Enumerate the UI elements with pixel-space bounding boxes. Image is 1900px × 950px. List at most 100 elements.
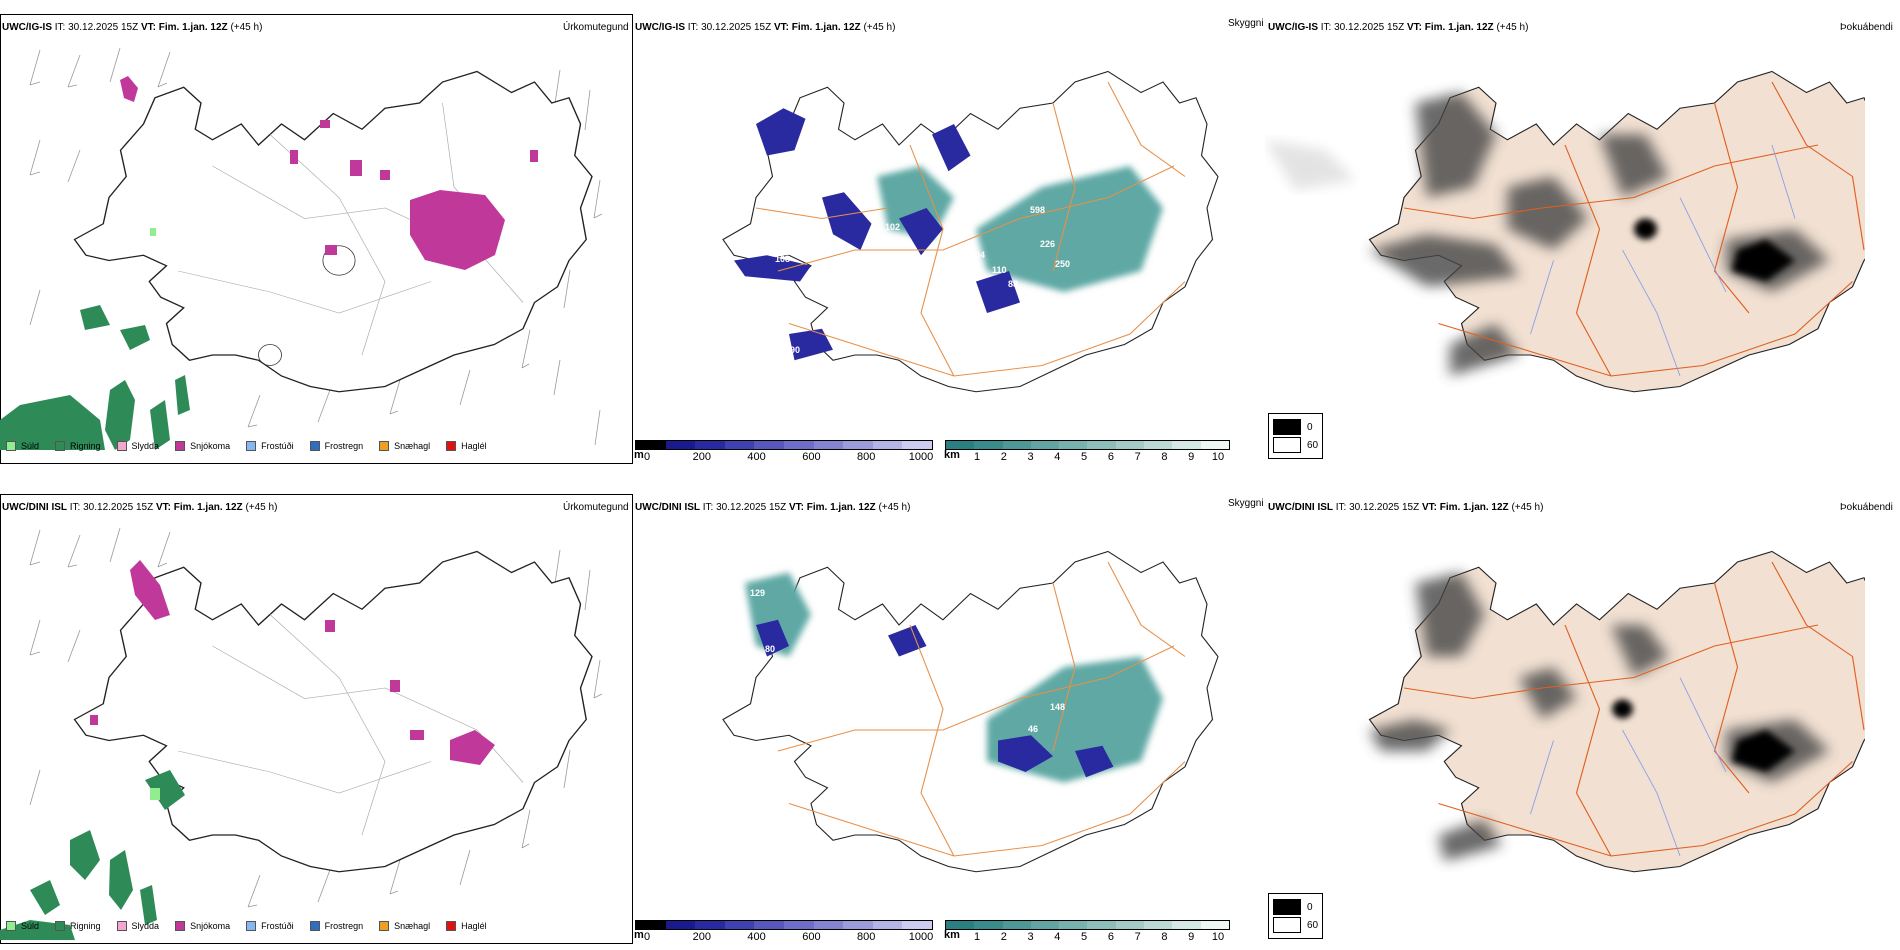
visibility-value-label: 12 (800, 642, 810, 652)
model-header: UWC/IG-IS IT: 30.12.2025 15Z VT: Fim. 1.… (1268, 22, 1528, 33)
visibility-value-label: 57 (760, 237, 770, 247)
fog-legend-item: 60 (1273, 437, 1318, 453)
precip-map (0, 527, 603, 940)
visibility-map: 129 80 12 111 94 148 151 87 46 (722, 550, 1219, 875)
colorbar-tick-label: 1 (973, 931, 981, 943)
visibility-title: Skyggni (1228, 18, 1264, 29)
wind-barbs (29, 527, 603, 908)
lead-time: (+45 h) (1511, 502, 1544, 513)
colorbar-unit: m (634, 449, 644, 461)
vt-label: VT: (140, 22, 156, 33)
colorbar-ticks: 1 2 3 4 5 6 7 8 9 10 (945, 450, 1230, 464)
colorbar-ticks: 0 200 400 600 800 1000 (635, 450, 933, 464)
legend-label: Snjókoma (190, 921, 231, 931)
colorbar-tick-label: 400 (747, 451, 766, 463)
it-label: IT: (687, 22, 699, 33)
legend-swatch (309, 441, 320, 451)
colorbar-swatch (1115, 921, 1145, 929)
model-header: UWC/DINI ISL IT: 30.12.2025 15Z VT: Fim.… (2, 502, 277, 513)
colorbar-swatch (754, 441, 784, 449)
legend-item: Haglél (446, 921, 487, 931)
visibility-value-label: 102 (885, 222, 900, 232)
it-label: IT: (1320, 22, 1332, 33)
it-label: IT: (69, 502, 81, 513)
colorbar-swatch (974, 921, 1003, 929)
colorbar-tick-label: 600 (802, 451, 821, 463)
colorbar-tick-label: 2 (1000, 451, 1007, 463)
colorbar-swatch (843, 441, 873, 449)
colorbar-swatch (695, 921, 725, 929)
legend-label: Slydda (131, 921, 160, 931)
colorbar-strip (635, 440, 933, 450)
legend-label: Súld (21, 921, 40, 931)
colorbar-strip (945, 920, 1230, 930)
legend-item: Haglél (446, 441, 487, 451)
colorbar-tick-label: 6 (1107, 451, 1114, 463)
fog-map (1265, 70, 1865, 393)
visibility-value-label: 250 (1055, 259, 1070, 269)
legend-swatch (116, 441, 127, 451)
colorbar-tick-label: 8 (1161, 451, 1168, 463)
visibility-value-label: 598 (1030, 205, 1045, 215)
colorbar-tick-label: 200 (692, 931, 711, 943)
visibility-value-label: 90 (790, 345, 800, 355)
colorbar-swatch (1059, 921, 1088, 929)
vt-label: VT: (773, 22, 789, 33)
vt-value: Fim. 1.jan. 12Z (1439, 502, 1509, 513)
visibility-km-colorbar: km 1 2 3 4 5 6 7 8 9 10 (944, 440, 1230, 464)
it-label: IT: (54, 22, 66, 33)
legend-swatch (246, 921, 257, 931)
colorbar-strip (635, 920, 933, 930)
colorbar-tick-label: 5 (1081, 931, 1088, 943)
colorbar-tick-label: 200 (692, 451, 711, 463)
fog-legend-item: 60 (1273, 917, 1318, 933)
fog-title: Þokuábendi (1840, 502, 1893, 513)
vt-label: VT: (1406, 22, 1422, 33)
model-name: UWC/IG-IS (635, 22, 685, 33)
colorbar-ticks: 1 2 3 4 5 6 7 8 9 10 (945, 930, 1230, 944)
visibility-value-label: 87 (777, 864, 787, 874)
visibility-value-label: 94 (1070, 804, 1080, 814)
visibility-value-label: 101 (805, 230, 820, 240)
visibility-value-label: 110 (992, 265, 1007, 275)
legend-item: Snjókoma (175, 441, 230, 451)
legend-item: Frostregn (309, 441, 363, 451)
it-value: 30.12.2025 15Z (1334, 22, 1405, 33)
vt-label: VT: (1421, 502, 1437, 513)
model-header: UWC/IG-IS IT: 30.12.2025 15Z VT: Fim. 1.… (635, 22, 895, 33)
colorbar-unit: m (634, 929, 644, 941)
visibility-value-label: 66 (730, 80, 740, 90)
lead-time: (+45 h) (863, 22, 896, 33)
visibility-value-label: 82 (890, 240, 900, 250)
colorbar-swatch (1002, 921, 1031, 929)
colorbar-swatch (1087, 921, 1116, 929)
colorbar-tick-label: 600 (802, 931, 821, 943)
legend-label: Frostúði (261, 441, 294, 451)
legend-item: Snæhagl (379, 921, 430, 931)
colorbar-tick-label: 3 (1027, 451, 1034, 463)
vt-value: Fim. 1.jan. 12Z (158, 22, 228, 33)
lead-time: (+45 h) (1496, 22, 1529, 33)
vt-value: Fim. 1.jan. 12Z (791, 22, 861, 33)
colorbar-swatch (946, 921, 975, 929)
visibility-value-label: 226 (1040, 239, 1055, 249)
colorbar-swatch (783, 441, 814, 449)
it-value: 30.12.2025 15Z (1349, 502, 1420, 513)
colorbar-tick-label: 9 (1188, 451, 1195, 463)
visibility-value-label: 186 (750, 356, 765, 366)
colorbar-swatch (902, 921, 932, 929)
colorbar-tick-label: 7 (1134, 931, 1141, 943)
legend-item: Rigning (55, 921, 101, 931)
colorbar-tick-label: 8 (1161, 931, 1168, 943)
legend-swatch (55, 921, 66, 931)
colorbar-tick-label: 9 (1188, 931, 1195, 943)
fog-legend-swatch (1273, 419, 1301, 435)
fog-legend-swatch (1273, 899, 1301, 915)
precip-snow (90, 560, 495, 765)
vt-label: VT: (155, 502, 171, 513)
visibility-title: Skyggni (1228, 498, 1264, 509)
visibility-values: 129 80 12 111 94 148 151 87 46 (750, 588, 1080, 875)
colorbar-tick-label: 400 (747, 931, 766, 943)
fog-legend: 0 60 (1268, 893, 1324, 939)
legend-swatch (446, 921, 457, 931)
